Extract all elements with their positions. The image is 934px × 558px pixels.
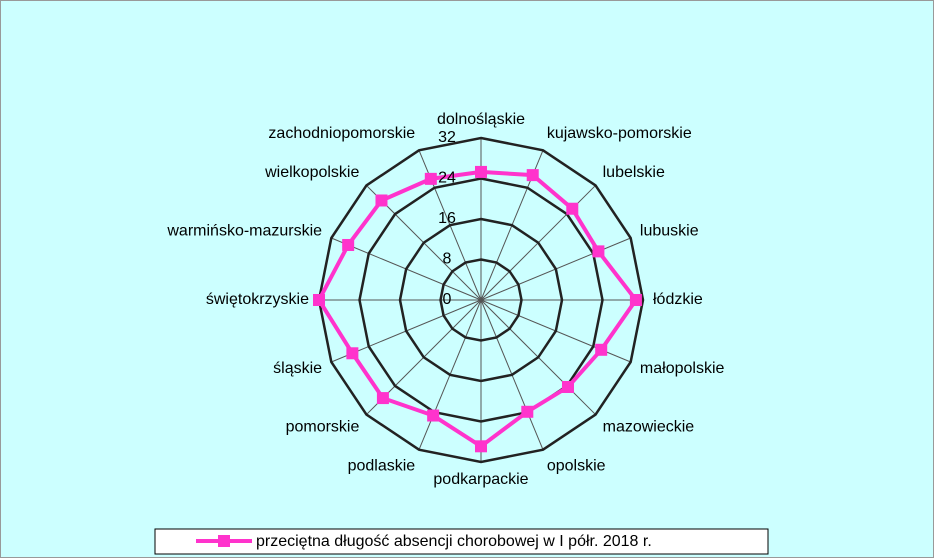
- category-label: lubelskie: [603, 164, 665, 181]
- legend-box: [154, 528, 769, 555]
- r-tick-label: 16: [438, 210, 456, 227]
- data-point: [475, 165, 487, 178]
- data-point: [475, 440, 487, 453]
- legend-label: przeciętna długość absencji chorobowej w…: [256, 533, 652, 550]
- category-label: śląskie: [273, 360, 322, 377]
- category-label: warmińsko-mazurskie: [166, 222, 322, 239]
- category-label: małopolskie: [640, 360, 725, 377]
- category-label: opolskie: [547, 458, 606, 475]
- grid-ring: [398, 217, 564, 383]
- data-point: [342, 238, 355, 251]
- grid-ring: [439, 258, 523, 342]
- grid: [317, 136, 645, 464]
- category-label: dolnośląskie: [437, 111, 525, 128]
- category-label: łódzkie: [653, 291, 703, 308]
- legend-marker: [218, 535, 230, 547]
- data-point: [375, 194, 388, 207]
- data-point: [346, 347, 359, 360]
- category-label: kujawsko-pomorskie: [547, 125, 692, 142]
- category-label: wielkopolskie: [264, 164, 359, 181]
- data-point: [629, 294, 642, 306]
- plot: [313, 165, 642, 453]
- grid-ring: [358, 177, 604, 423]
- data-point: [526, 169, 539, 182]
- r-tick-label: 24: [438, 170, 456, 187]
- category-label: mazowieckie: [603, 418, 695, 435]
- data-point: [521, 405, 534, 418]
- data-point: [595, 343, 608, 356]
- grid-ring: [317, 136, 645, 464]
- r-tick-label: 0: [443, 291, 452, 308]
- data-point: [313, 294, 325, 306]
- data-point: [424, 172, 437, 185]
- category-label: świętokrzyskie: [206, 291, 309, 308]
- category-label: pomorskie: [286, 418, 360, 435]
- data-point: [561, 380, 574, 393]
- category-label: lubuskie: [640, 222, 699, 239]
- category-label: podkarpackie: [433, 471, 528, 488]
- data-point: [376, 392, 389, 405]
- category-label: podlaskie: [348, 458, 416, 475]
- data-point: [427, 409, 440, 422]
- data-point: [566, 202, 579, 215]
- category-label: zachodniopomorskie: [268, 125, 415, 142]
- r-tick-label: 32: [438, 129, 456, 146]
- data-point: [592, 245, 605, 258]
- r-tick-label: 8: [443, 251, 452, 268]
